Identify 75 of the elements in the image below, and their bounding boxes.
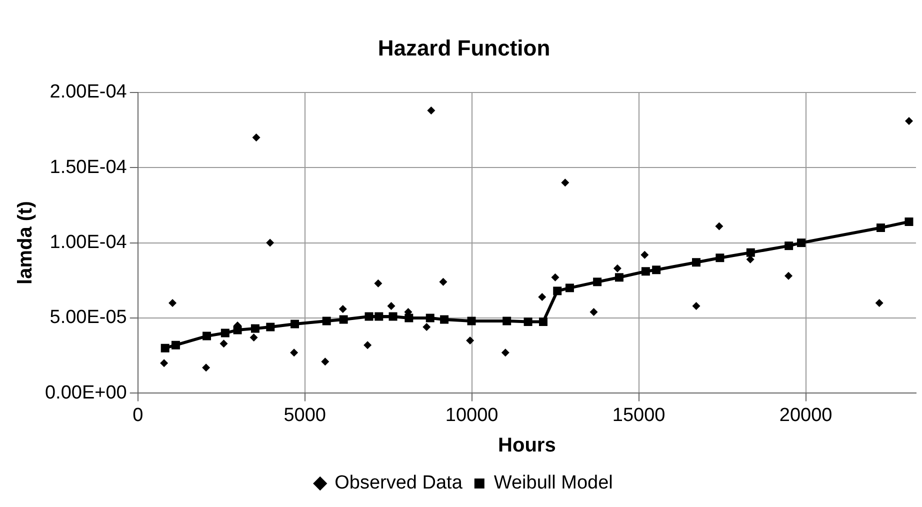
point [590,308,598,316]
point [501,348,510,357]
point [715,222,724,230]
point [364,341,372,350]
point [467,316,476,326]
point [538,318,548,326]
point [422,323,431,332]
point [426,314,434,322]
point [904,218,914,226]
y-tick-label: 2.00E-04 [50,82,128,103]
point [692,302,700,310]
legend-label: Observed Data [334,472,463,494]
point [290,320,300,328]
point [338,304,347,313]
point [784,272,792,280]
point [202,364,210,372]
point [746,248,755,257]
point [266,322,275,332]
chart-title: Hazard Function [378,35,550,60]
x-axis-title: Hours [498,434,556,457]
point [692,258,700,267]
point [716,254,724,262]
point [524,318,532,326]
point [252,134,260,142]
point [374,312,384,321]
point [374,279,382,288]
legend-label: Weibull Model [494,472,613,494]
point [565,284,574,292]
y-axis-title: lamda (t) [14,201,37,284]
point [797,238,806,248]
y-tick-label: 1.50E-04 [50,156,128,178]
point [875,298,884,307]
point [202,332,212,340]
point [220,328,230,338]
y-tick-label: 0.00E+00 [44,382,127,404]
point [220,340,228,348]
point [876,224,885,232]
point [502,316,512,326]
point [427,106,436,114]
point [784,242,794,250]
point [387,302,396,310]
x-tick-label: 10000 [445,404,498,426]
point [538,292,546,301]
point [904,116,913,125]
x-tick-label: 0 [132,404,144,426]
point [561,178,570,187]
point [614,273,624,282]
point [388,312,398,321]
point [266,238,274,247]
point [364,312,374,321]
point [290,348,298,357]
point [322,316,331,326]
point [593,278,602,286]
point [160,344,170,352]
point [613,264,622,272]
x-tick-label: 20000 [779,404,832,426]
point [321,358,330,366]
point [160,359,168,368]
point [440,315,449,324]
point [339,315,348,324]
point [439,278,448,286]
point [250,334,258,342]
point [551,273,560,282]
point [466,336,474,345]
point [641,267,650,276]
point [652,266,661,274]
y-tick-label: 1.00E-04 [50,232,128,254]
point [640,250,649,259]
point [250,324,260,333]
y-tick-label: 5.00E-05 [50,307,127,328]
x-tick-label: 5000 [284,404,326,426]
x-tick-label: 15000 [612,404,666,426]
point [168,298,177,307]
point [553,286,562,296]
point [171,340,180,350]
